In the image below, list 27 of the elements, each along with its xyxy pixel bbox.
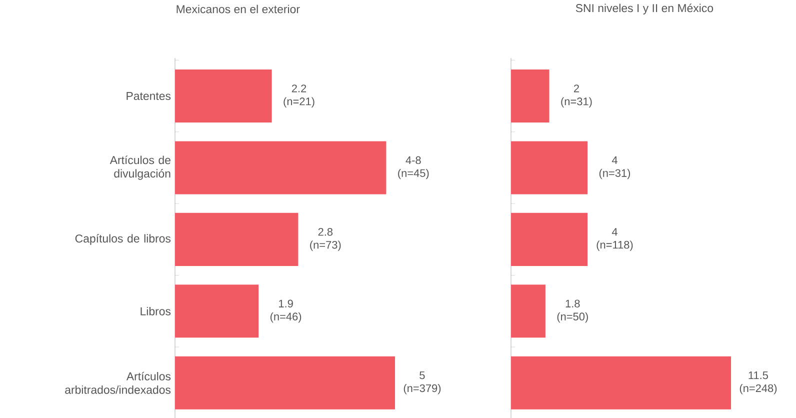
data-label: 2 (n=31) bbox=[561, 84, 592, 108]
chart-title: Mexicanos en el exterior bbox=[176, 4, 300, 14]
data-label: 4-8 (n=45) bbox=[398, 156, 429, 180]
data-label: 4 (n=31) bbox=[599, 156, 630, 180]
bar bbox=[175, 141, 386, 194]
bar bbox=[511, 284, 546, 338]
data-label: 1.9 (n=46) bbox=[270, 300, 302, 323]
bar bbox=[511, 141, 588, 194]
y-tick-label: Libros bbox=[140, 306, 171, 316]
y-tick-label: Capítulos de libros bbox=[75, 234, 171, 245]
y-tick-label: Artículos de divulgación bbox=[110, 156, 170, 180]
y-tick-label: Artículos arbitrados/indexados bbox=[65, 372, 171, 394]
data-label: 11.5 (n=248) bbox=[740, 371, 777, 394]
bar bbox=[511, 212, 588, 266]
chart-title: SNI niveles I y II en México bbox=[576, 4, 714, 14]
data-label: 1.8 (n=50) bbox=[557, 300, 588, 323]
bar bbox=[175, 284, 259, 338]
y-tick-label: Patentes bbox=[126, 92, 171, 100]
bar bbox=[175, 212, 298, 266]
data-label: 5 (n=379) bbox=[404, 371, 441, 394]
bar bbox=[175, 69, 272, 123]
bar bbox=[511, 69, 550, 123]
data-label: 2.2 (n=21) bbox=[284, 84, 314, 108]
bar bbox=[175, 356, 395, 410]
bar bbox=[511, 356, 732, 410]
data-label: 2.8 (n=73) bbox=[310, 228, 341, 251]
data-label: 4 (n=118) bbox=[596, 228, 633, 251]
